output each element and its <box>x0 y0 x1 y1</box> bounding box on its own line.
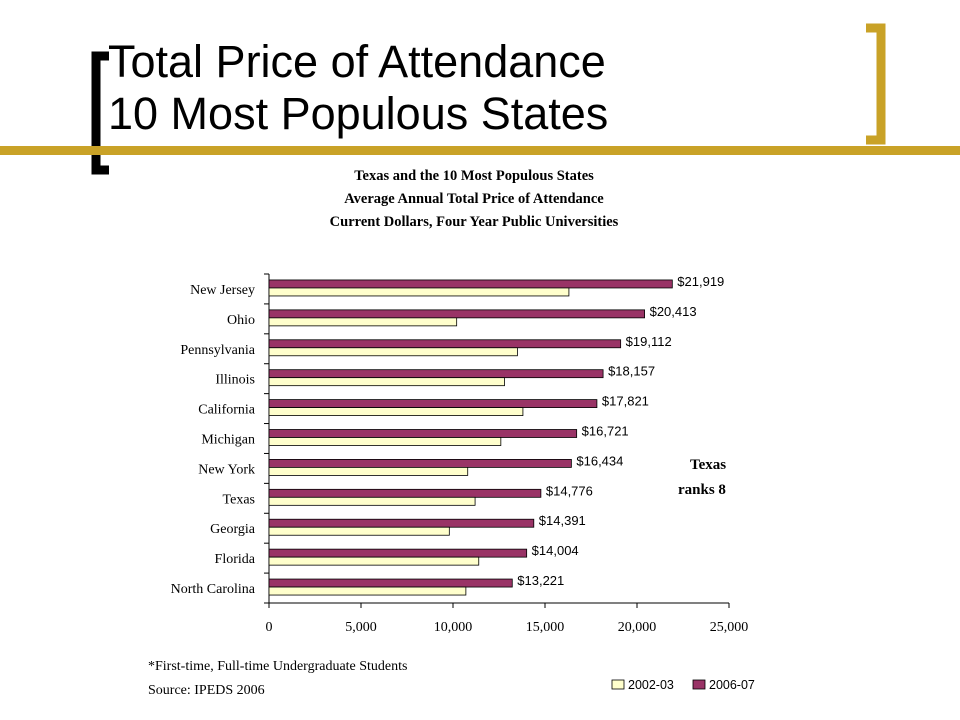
category-label: Texas <box>223 492 255 507</box>
bar-2006-07 <box>268 578 513 588</box>
x-tick-label: 20,000 <box>618 620 657 635</box>
category-label: Florida <box>215 552 256 567</box>
data-label: $13,221 <box>517 573 564 588</box>
bar-2006-07 <box>268 369 604 379</box>
legend-swatch-2006-07 <box>692 679 706 690</box>
category-label: Georgia <box>210 522 256 537</box>
category-label: Ohio <box>227 313 255 328</box>
source-text: Source: IPEDS 2006 <box>148 683 265 698</box>
right-bracket-icon <box>866 23 886 145</box>
bar-2002-03 <box>268 317 458 327</box>
slide-title-line-1: Total Price of Attendance <box>108 36 606 87</box>
data-label: $16,434 <box>576 453 623 468</box>
plot-area: 0 5,000 10,000 15,000 20,000 25,000 New Jersey… <box>171 273 749 635</box>
legend: 2002-03 2006-07 <box>611 678 755 692</box>
bar-2006-07 <box>268 459 572 468</box>
bar-2002-03 <box>268 556 480 566</box>
slide-title: Total Price of Attendance 10 Most Populo… <box>108 36 608 140</box>
chart-title: Texas and the 10 Most Populous States Av… <box>330 168 619 230</box>
footnotes: *First-time, Full-time Undergraduate Stu… <box>148 659 408 698</box>
x-tick-label: 0 <box>266 620 273 635</box>
data-label: $21,919 <box>677 274 724 289</box>
bar-2006-07 <box>268 399 598 408</box>
annotation-line-1: Texas <box>690 457 726 473</box>
chart-title-line-1: Texas and the 10 Most Populous States <box>354 168 594 184</box>
bar-2002-03 <box>268 496 476 506</box>
category-label: California <box>198 403 256 418</box>
legend-swatch-2002-03 <box>611 679 625 690</box>
bar-2006-07 <box>268 309 645 319</box>
category-label: North Carolina <box>171 582 256 597</box>
bar-2002-03 <box>268 586 467 596</box>
data-label: $14,776 <box>546 483 593 498</box>
bar-2002-03 <box>268 377 505 387</box>
accent-rule <box>0 146 960 155</box>
chart-title-line-2: Average Annual Total Price of Attendance <box>344 191 604 207</box>
x-tick-label: 15,000 <box>526 620 565 635</box>
bar-2006-07 <box>268 279 673 289</box>
x-tick-label: 25,000 <box>710 620 749 635</box>
data-label: $16,721 <box>582 424 629 439</box>
slide-decoration <box>0 23 960 175</box>
bar-2006-07 <box>268 339 622 349</box>
data-label: $18,157 <box>608 364 655 379</box>
bar-2006-07 <box>268 488 542 498</box>
bar-2002-03 <box>268 407 524 416</box>
annotation-line-2: ranks 8 <box>678 482 726 498</box>
bar-2006-07 <box>268 548 528 558</box>
bar-2002-03 <box>268 287 570 297</box>
category-label: Illinois <box>215 373 255 388</box>
category-label: New York <box>198 462 255 477</box>
x-tick-label: 10,000 <box>434 620 473 635</box>
data-label: $19,112 <box>626 334 672 349</box>
bar-2002-03 <box>268 526 450 536</box>
texas-rank-annotation: Texas ranks 8 <box>678 457 726 498</box>
bar-2002-03 <box>268 347 518 357</box>
bar-2002-03 <box>268 467 469 476</box>
category-label: New Jersey <box>190 283 255 298</box>
data-label: $17,821 <box>602 394 649 409</box>
category-label: Michigan <box>201 433 255 448</box>
chart-title-line-3: Current Dollars, Four Year Public Univer… <box>330 214 619 230</box>
bar-2006-07 <box>268 429 578 438</box>
data-label: $20,413 <box>650 304 697 319</box>
legend-label-2006-07: 2006-07 <box>709 678 755 692</box>
bar-2002-03 <box>268 437 502 446</box>
left-bracket-icon <box>91 51 109 175</box>
data-label: $14,004 <box>532 543 579 558</box>
x-tick-label: 5,000 <box>345 620 377 635</box>
legend-label-2002-03: 2002-03 <box>628 678 674 692</box>
category-label: Pennsylvania <box>180 343 255 358</box>
footnote-text: *First-time, Full-time Undergraduate Stu… <box>148 659 408 674</box>
slide-title-line-2: 10 Most Populous States <box>108 88 609 139</box>
data-label: $14,391 <box>539 513 586 528</box>
bar-2006-07 <box>268 518 535 528</box>
